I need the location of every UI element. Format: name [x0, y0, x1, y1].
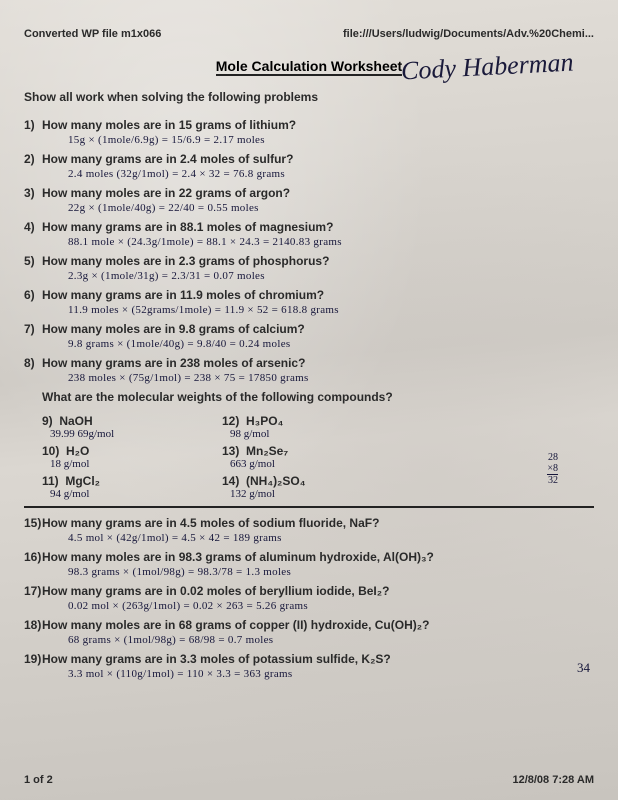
question: 4)How many grams are in 88.1 moles of ma…: [24, 220, 594, 234]
handwritten-work: 4.5 mol × (42g/1mol) = 4.5 × 42 = 189 gr…: [24, 532, 594, 544]
question: 5)How many moles are in 2.3 grams of pho…: [24, 254, 594, 268]
page-title: Mole Calculation Worksheet: [216, 58, 402, 76]
mw-item: 12) H₃PO₄: [222, 414, 402, 428]
worksheet-page: Converted WP file m1x066 file:///Users/l…: [0, 0, 618, 800]
mw-answer: 18 g/mol: [42, 458, 222, 470]
question: 15)How many grams are in 4.5 moles of so…: [24, 516, 594, 530]
handwritten-work: 22g × (1mole/40g) = 22/40 = 0.55 moles: [24, 202, 594, 214]
divider: [24, 506, 594, 508]
title-wrap: Mole Calculation Worksheet Cody Haberman: [24, 58, 594, 76]
mw-item: 14) (NH₄)₂SO₄: [222, 474, 402, 488]
question: 19)How many grams are in 3.3 moles of po…: [24, 652, 594, 666]
handwritten-work: 98.3 grams × (1mol/98g) = 98.3/78 = 1.3 …: [24, 566, 594, 578]
question: 18)How many moles are in 68 grams of cop…: [24, 618, 594, 632]
handwritten-work: 0.02 mol × (263g/1mol) = 0.02 × 263 = 5.…: [24, 600, 594, 612]
questions-part1: 1)How many moles are in 15 grams of lith…: [24, 118, 594, 384]
question: 7)How many moles are in 9.8 grams of cal…: [24, 322, 594, 336]
mw-answer: 39.99 69g/mol: [42, 428, 222, 440]
handwritten-work: 3.3 mol × (110g/1mol) = 110 × 3.3 = 363 …: [24, 668, 594, 680]
mw-answer: 663 g/mol: [222, 458, 402, 470]
handwritten-work: 68 grams × (1mol/98g) = 68/98 = 0.7 mole…: [24, 634, 594, 646]
mw-item: 11) MgCl₂: [42, 474, 222, 488]
question: 17)How many grams are in 0.02 moles of b…: [24, 584, 594, 598]
handwritten-work: 238 moles × (75g/1mol) = 238 × 75 = 1785…: [24, 372, 594, 384]
side-note: 34: [577, 660, 590, 676]
instructions: Show all work when solving the following…: [24, 90, 594, 104]
mw-item: 9) NaOH: [42, 414, 222, 428]
footer-bar: 1 of 2 12/8/08 7:28 AM: [24, 774, 594, 786]
mw-item: 13) Mn₂Se₇: [222, 444, 402, 458]
header-right: file:///Users/ludwig/Documents/Adv.%20Ch…: [343, 28, 594, 40]
question: 2)How many grams are in 2.4 moles of sul…: [24, 152, 594, 166]
header-bar: Converted WP file m1x066 file:///Users/l…: [24, 28, 594, 40]
question: 8)How many grams are in 238 moles of ars…: [24, 356, 594, 370]
mw-answer: 132 g/mol: [222, 488, 402, 500]
student-signature: Cody Haberman: [401, 48, 575, 87]
header-left: Converted WP file m1x066: [24, 28, 161, 40]
handwritten-work: 15g × (1mole/6.9g) = 15/6.9 = 2.17 moles: [24, 134, 594, 146]
handwritten-work: 2.4 moles (32g/1mol) = 2.4 × 32 = 76.8 g…: [24, 168, 594, 180]
question: 1)How many moles are in 15 grams of lith…: [24, 118, 594, 132]
questions-part2: 15)How many grams are in 4.5 moles of so…: [24, 516, 594, 680]
mw-answer: 94 g/mol: [42, 488, 222, 500]
molecular-weights: 9) NaOH 39.99 69g/mol 12) H₃PO₄ 98 g/mol…: [24, 414, 594, 500]
handwritten-work: 11.9 moles × (52grams/1mole) = 11.9 × 52…: [24, 304, 594, 316]
mw-item: 10) H₂O: [42, 444, 222, 458]
section-heading: What are the molecular weights of the fo…: [24, 390, 594, 404]
handwritten-work: 2.3g × (1mole/31g) = 2.3/31 = 0.07 moles: [24, 270, 594, 282]
question: 6)How many grams are in 11.9 moles of ch…: [24, 288, 594, 302]
handwritten-work: 9.8 grams × (1mole/40g) = 9.8/40 = 0.24 …: [24, 338, 594, 350]
question: 16)How many moles are in 98.3 grams of a…: [24, 550, 594, 564]
handwritten-work: 88.1 mole × (24.3g/1mole) = 88.1 × 24.3 …: [24, 236, 594, 248]
side-calculation: 28 ×8 32: [547, 452, 558, 486]
mw-answer: 98 g/mol: [222, 428, 402, 440]
question: 3)How many moles are in 22 grams of argo…: [24, 186, 594, 200]
timestamp: 12/8/08 7:28 AM: [512, 774, 594, 786]
page-number: 1 of 2: [24, 774, 53, 786]
